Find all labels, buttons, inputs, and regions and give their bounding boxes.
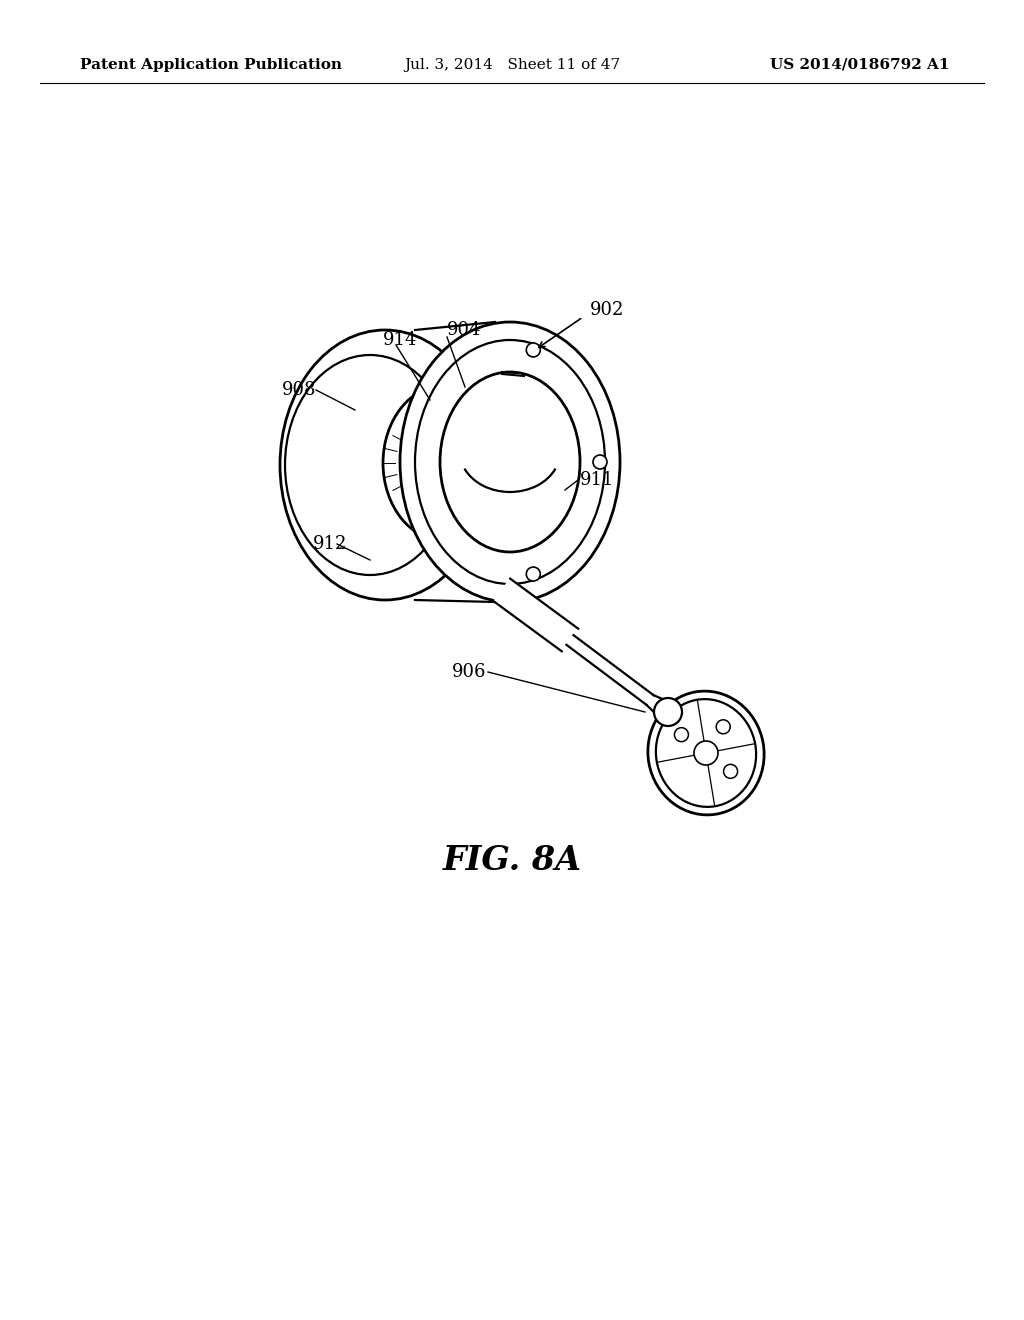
Ellipse shape — [526, 568, 541, 581]
Text: 912: 912 — [313, 535, 347, 553]
Ellipse shape — [656, 700, 756, 807]
Text: 908: 908 — [282, 381, 316, 399]
Ellipse shape — [440, 372, 580, 552]
Text: FIG. 8A: FIG. 8A — [442, 843, 582, 876]
Ellipse shape — [415, 341, 605, 583]
Ellipse shape — [526, 343, 541, 356]
Ellipse shape — [383, 385, 507, 541]
Ellipse shape — [400, 322, 620, 602]
Text: 902: 902 — [590, 301, 625, 319]
Text: 914: 914 — [383, 331, 418, 348]
Polygon shape — [646, 696, 676, 723]
Polygon shape — [494, 578, 579, 651]
Text: Patent Application Publication: Patent Application Publication — [80, 58, 342, 73]
Text: US 2014/0186792 A1: US 2014/0186792 A1 — [770, 58, 950, 73]
Ellipse shape — [694, 741, 718, 766]
Ellipse shape — [285, 355, 455, 576]
Ellipse shape — [593, 455, 607, 469]
Ellipse shape — [648, 692, 764, 814]
Ellipse shape — [716, 719, 730, 734]
Ellipse shape — [675, 727, 688, 742]
Text: 904: 904 — [447, 321, 481, 339]
Ellipse shape — [280, 330, 490, 601]
Text: 906: 906 — [452, 663, 486, 681]
Polygon shape — [566, 635, 653, 705]
Ellipse shape — [654, 698, 682, 726]
Text: Jul. 3, 2014   Sheet 11 of 47: Jul. 3, 2014 Sheet 11 of 47 — [403, 58, 621, 73]
Text: 911: 911 — [580, 471, 614, 488]
Ellipse shape — [724, 764, 737, 779]
